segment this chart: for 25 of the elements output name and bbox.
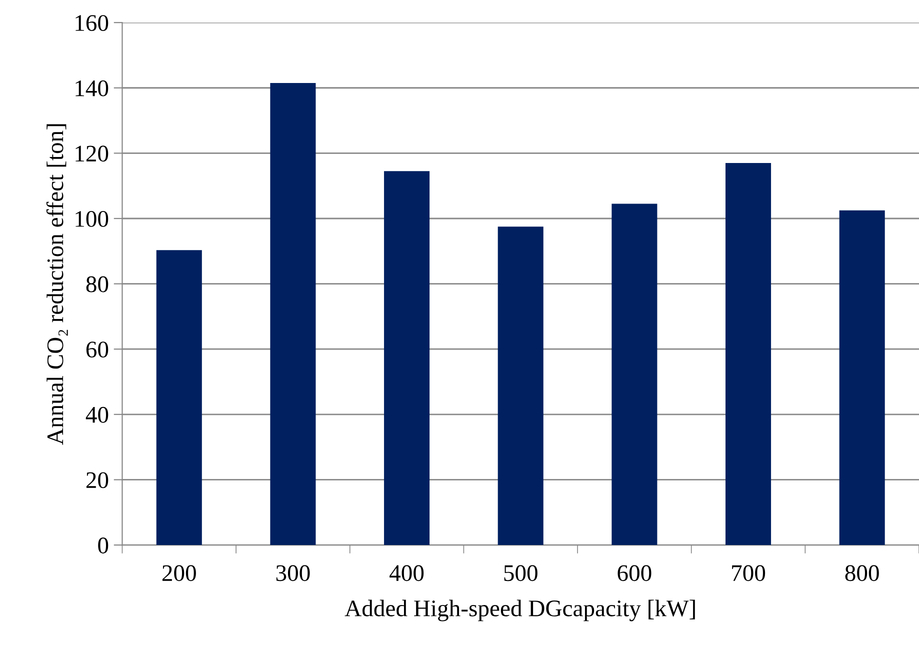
bar bbox=[270, 82, 316, 546]
bar bbox=[726, 162, 772, 546]
y-tick-label: 100 bbox=[76, 210, 108, 227]
bar bbox=[156, 250, 202, 546]
y-tick-label: 80 bbox=[86, 276, 108, 292]
y-tick-label: 20 bbox=[86, 472, 108, 488]
y-tick-label: 60 bbox=[86, 342, 108, 358]
bar bbox=[839, 210, 885, 546]
x-tick-label: 800 bbox=[845, 565, 879, 582]
bar bbox=[612, 204, 658, 546]
y-tick-label: 120 bbox=[76, 146, 108, 162]
y-axis-title: Annual CO₂ reduction effect [ton] bbox=[46, 124, 68, 445]
x-axis-title: Added High-speed DGcapacity [kW] bbox=[344, 600, 695, 622]
y-tick-label: 40 bbox=[86, 406, 108, 423]
x-tick-label: 200 bbox=[162, 565, 196, 582]
y-tick-label: 140 bbox=[76, 80, 108, 96]
y-tick-label: 0 bbox=[98, 538, 108, 554]
bar bbox=[498, 226, 544, 546]
bar bbox=[384, 171, 430, 546]
x-tick-label: 400 bbox=[390, 565, 424, 582]
y-tick-label: 160 bbox=[76, 15, 108, 31]
x-tick-label: 300 bbox=[276, 565, 310, 582]
x-tick-label: 500 bbox=[504, 565, 538, 582]
x-tick-label: 700 bbox=[732, 565, 766, 582]
x-tick-label: 600 bbox=[618, 565, 652, 582]
